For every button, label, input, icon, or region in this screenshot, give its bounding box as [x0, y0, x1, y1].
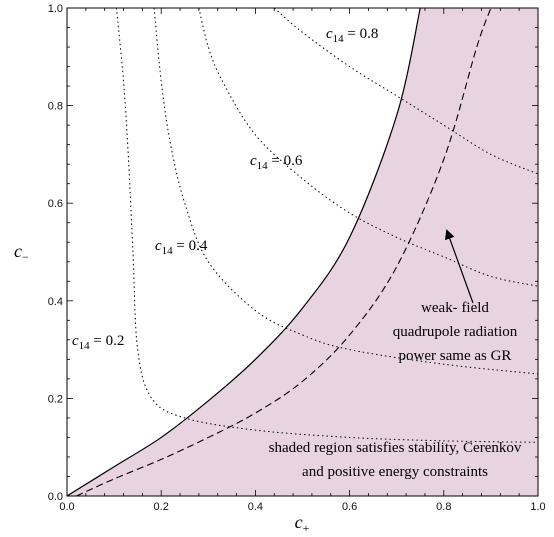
x-tick-label: 0.2 — [154, 501, 169, 513]
x-tick-label: 1.0 — [530, 501, 545, 513]
contour-label-0.2-eq: = 0.2 — [90, 333, 125, 349]
contour-label-0.6: c14 = 0.6 — [250, 153, 303, 172]
shade-annotation-line1: shaded region satisfies stability, Ceren… — [269, 440, 522, 456]
contour-line-1 — [153, 8, 538, 375]
stability-boundary-curve — [67, 8, 421, 496]
x-axis-title-base: c — [295, 512, 303, 532]
contour-label-0.8-base: c — [326, 26, 333, 42]
plot-frame — [66, 7, 539, 497]
y-tick-label: 0.0 — [48, 491, 63, 503]
contour-label-0.8-eq: = 0.8 — [344, 26, 379, 42]
y-axis-title: c− — [14, 241, 29, 264]
gr-annotation-line3: power same as GR — [399, 348, 512, 364]
shade-annotation-line2: and positive energy constraints — [302, 464, 488, 480]
x-tick-label: 0.0 — [59, 501, 74, 513]
x-axis-title: c+ — [295, 512, 310, 535]
contour-lines — [115, 8, 538, 443]
contour-label-0.8: c14 = 0.8 — [326, 26, 378, 45]
y-axis-title-sub: − — [22, 250, 29, 264]
x-axis-title-sub: + — [303, 521, 310, 535]
contour-label-0.2-sub: 14 — [79, 340, 91, 352]
y-tick-label: 0.8 — [48, 101, 63, 113]
x-tick-label: 0.6 — [342, 501, 357, 513]
contour-label-0.6-sub: 14 — [257, 160, 269, 172]
contour-label-0.2: c14 = 0.2 — [72, 333, 124, 352]
axis-ticks: 0.0 0.2 0.4 0.6 0.8 1.0 0.0 0.2 0.4 0.6 0.8 1.0 — [48, 3, 546, 513]
annotation-arrow — [445, 229, 474, 304]
contour-label-0.6-eq: = 0.6 — [268, 153, 303, 169]
contour-line-3 — [273, 8, 538, 175]
gr-annotation-line1: weak- field — [421, 300, 489, 316]
y-tick-label: 0.2 — [48, 393, 63, 405]
contour-label-0.6-base: c — [250, 153, 257, 169]
x-tick-label: 0.8 — [436, 501, 451, 513]
contour-line-2 — [198, 8, 538, 287]
gr-power-dashed-curve — [76, 8, 492, 496]
contour-label-0.4-eq: = 0.4 — [173, 238, 208, 254]
plot-area — [67, 8, 538, 496]
y-tick-label: 1.0 — [48, 3, 63, 15]
y-tick-label: 0.6 — [48, 198, 63, 210]
contour-label-0.8-sub: 14 — [333, 33, 345, 45]
contour-label-0.4: c14 = 0.4 — [155, 238, 208, 257]
y-axis-title-base: c — [14, 241, 22, 261]
contour-label-0.2-base: c — [72, 333, 79, 349]
shaded-region — [67, 8, 538, 496]
x-tick-label: 0.4 — [248, 501, 263, 513]
y-tick-label: 0.4 — [48, 296, 63, 308]
contour-label-0.4-sub: 14 — [162, 245, 174, 257]
gr-annotation-line2: quadrupole radiation — [393, 324, 518, 340]
contour-label-0.4-base: c — [155, 238, 162, 254]
